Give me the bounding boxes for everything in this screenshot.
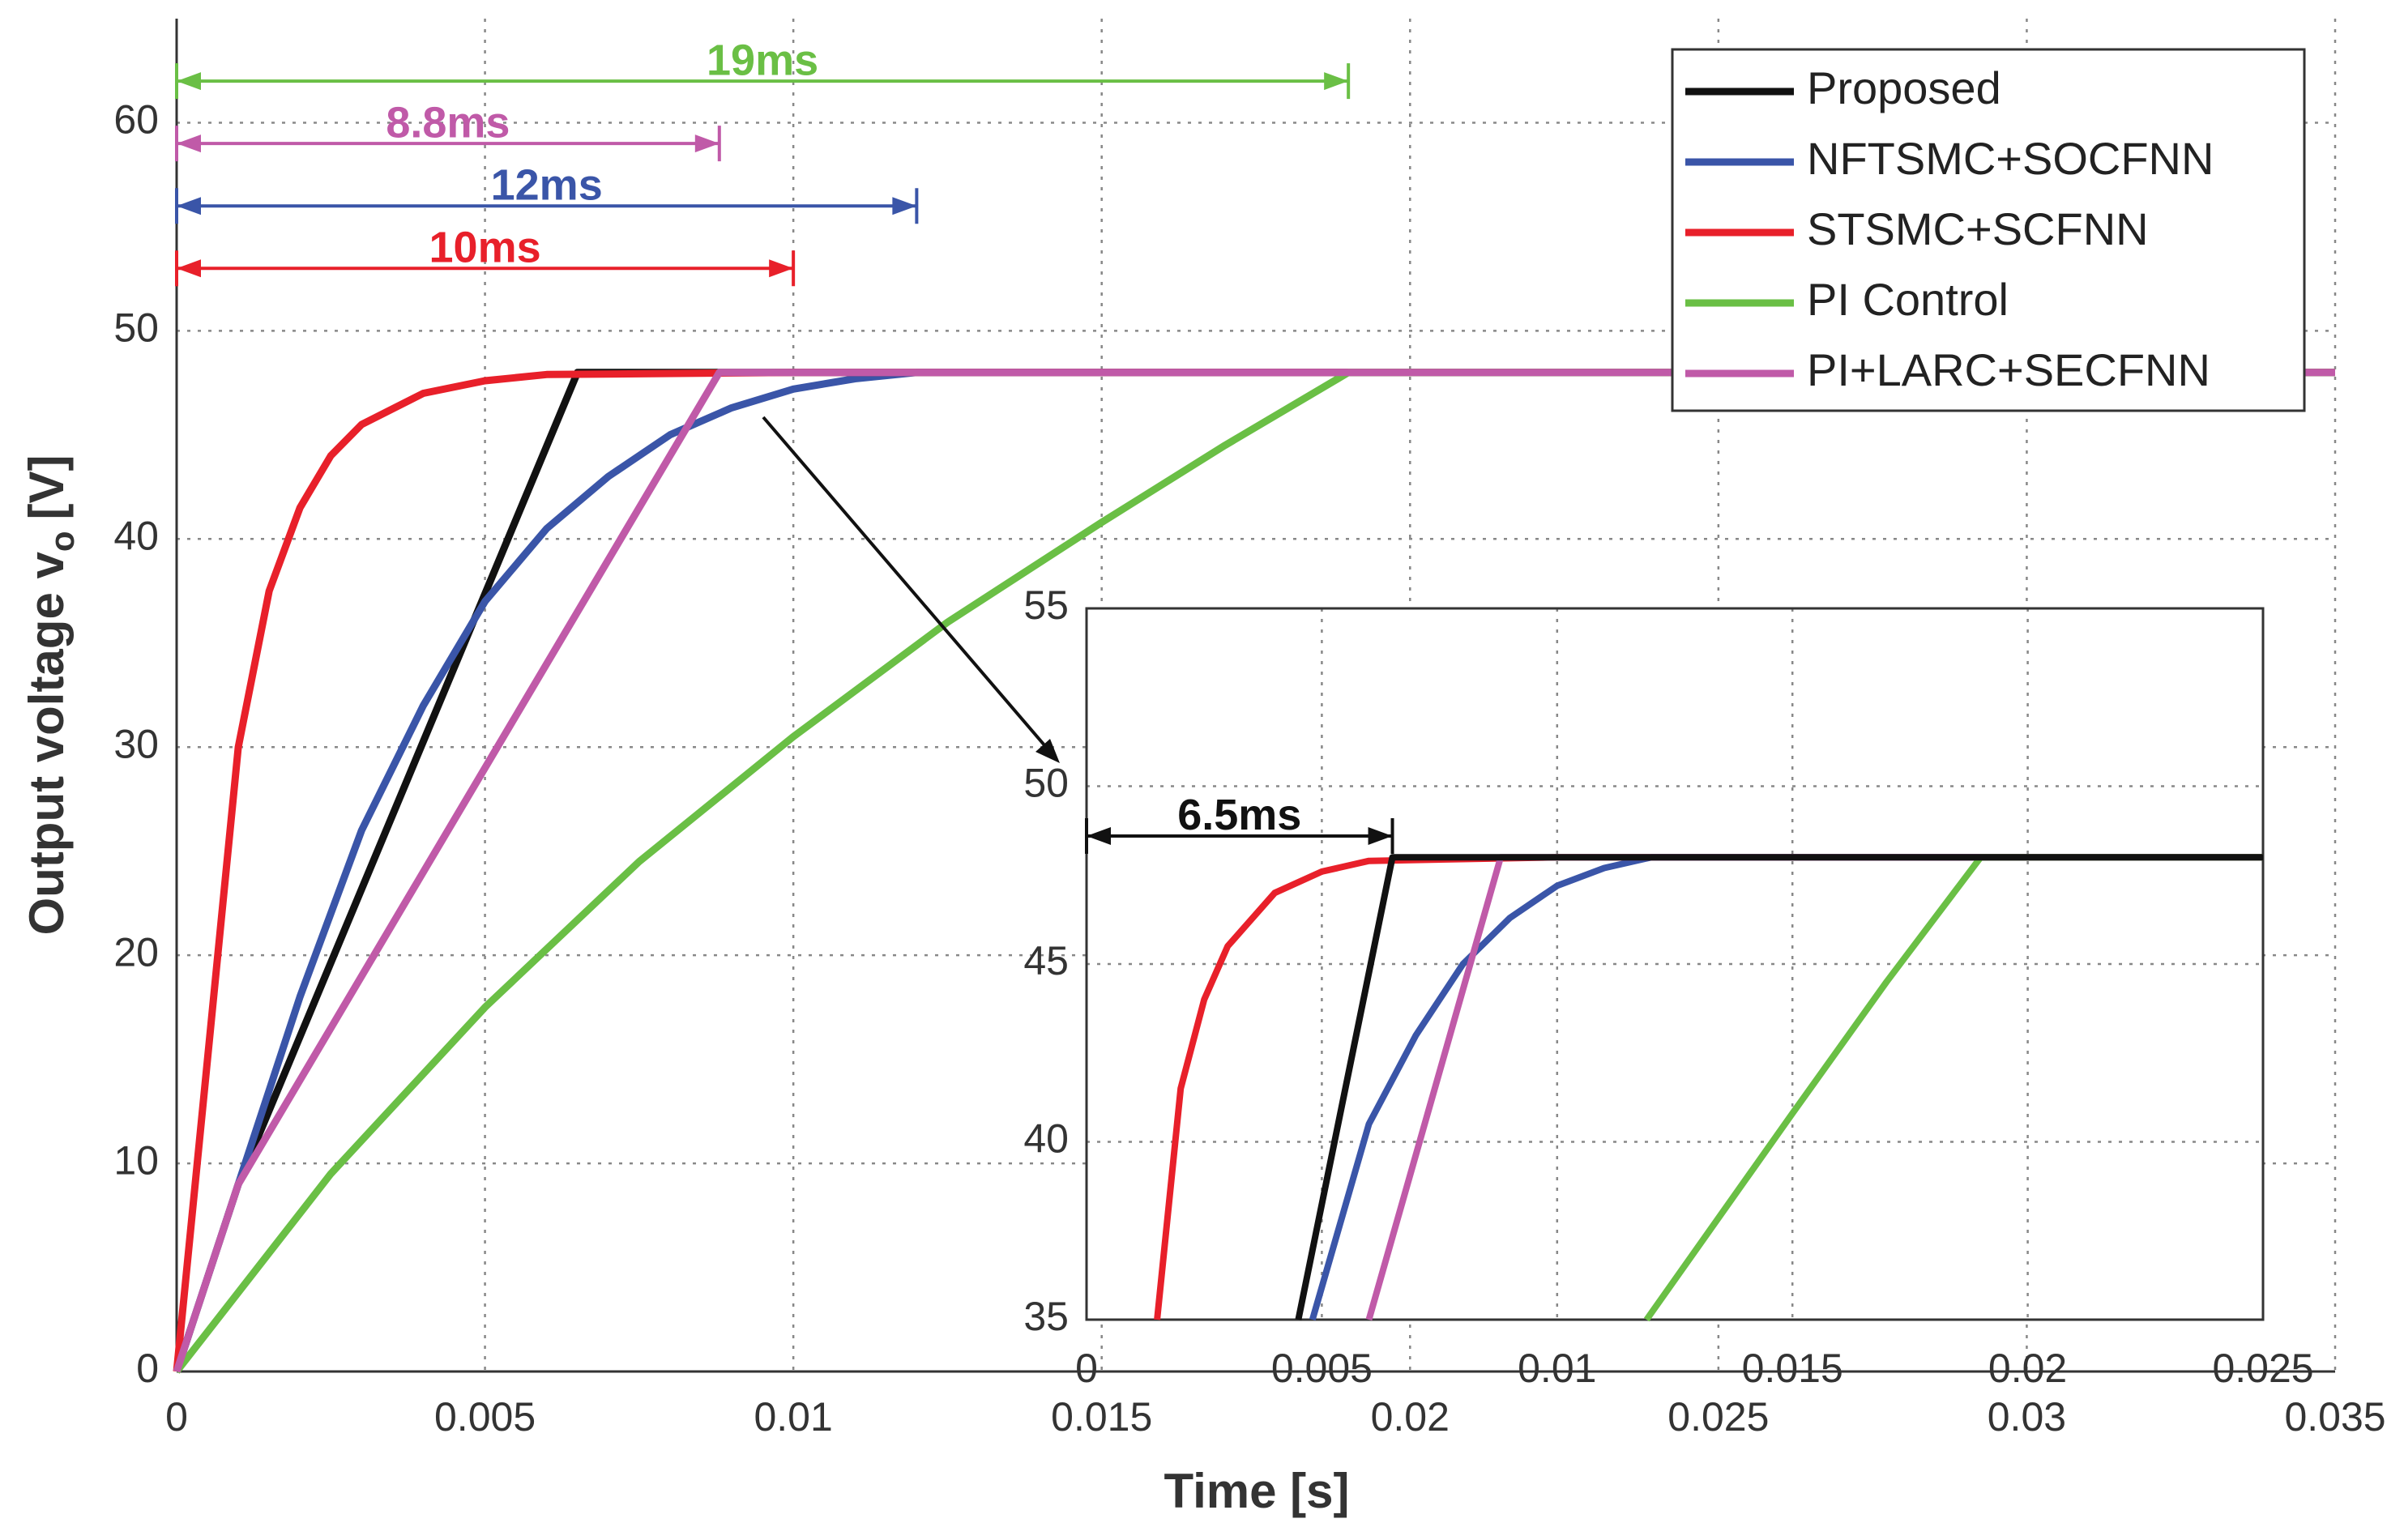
arrow-head: [892, 197, 917, 215]
y-axis-label-main: Output voltage v: [19, 552, 74, 936]
y-tick-label: 30: [113, 721, 159, 766]
annotation-label: 8.8ms: [386, 98, 510, 147]
y-tick-label: 55: [1023, 582, 1069, 628]
x-tick-label: 0.025: [2212, 1346, 2313, 1391]
y-tick-label: 60: [113, 97, 159, 143]
annotation-label: 6.5ms: [1177, 791, 1301, 839]
zoom-arrow-head: [1035, 739, 1060, 763]
y-axis-label-unit: [V]: [19, 455, 74, 520]
annotation-label: 10ms: [429, 224, 541, 272]
legend-label: PI Control: [1807, 274, 2009, 325]
arrow-head: [769, 259, 794, 278]
arrow-head: [177, 134, 201, 153]
y-tick-label: 40: [1023, 1116, 1069, 1162]
y-tick-label: 20: [113, 929, 159, 975]
series-line: [173, 369, 2335, 1374]
arrow-head: [1087, 826, 1111, 845]
x-tick-label: 0.015: [1742, 1346, 1843, 1391]
x-axis-label: Time [s]: [1164, 1464, 1350, 1518]
legend-label: Proposed: [1807, 62, 2001, 113]
series-line: [173, 369, 2335, 1373]
x-tick-label: 0.03: [1988, 1394, 2066, 1440]
series-line: [173, 369, 2335, 1373]
arrow-head: [1368, 826, 1393, 845]
y-tick-label: 35: [1023, 1294, 1069, 1339]
y-axis-label-sub: o: [43, 531, 81, 552]
series-line: [1309, 854, 2263, 1321]
x-tick-label: 0.01: [754, 1394, 832, 1440]
x-tick-label: 0.02: [1988, 1346, 2067, 1391]
series-line: [173, 369, 2335, 1372]
x-tick-label: 0: [1075, 1346, 1098, 1391]
x-tick-label: 0.015: [1051, 1394, 1152, 1440]
x-tick-label: 0.005: [1271, 1346, 1373, 1391]
annotation-label: 12ms: [491, 160, 603, 209]
x-tick-label: 0.035: [2284, 1394, 2385, 1440]
inset-background: [1087, 608, 2263, 1320]
y-tick-label: 0: [136, 1346, 159, 1391]
y-tick-label: 10: [113, 1137, 159, 1183]
series-line: [1295, 854, 2263, 1320]
x-tick-label: 0.02: [1371, 1394, 1450, 1440]
x-tick-label: 0: [165, 1394, 188, 1440]
legend-label: NFTSMC+SOCFNN: [1807, 133, 2214, 184]
y-tick-label: 45: [1023, 938, 1069, 983]
annotation-label: 19ms: [707, 36, 818, 84]
arrow-head: [694, 134, 719, 153]
y-tick-label: 50: [1023, 761, 1069, 806]
arrow-head: [177, 72, 201, 91]
arrow-head: [177, 197, 201, 215]
x-tick-label: 0.01: [1518, 1346, 1596, 1391]
legend-label: STSMC+SCFNN: [1807, 203, 2149, 254]
x-tick-label: 0.005: [434, 1394, 536, 1440]
legend-label: PI+LARC+SECFNN: [1807, 344, 2210, 395]
y-tick-label: 40: [113, 514, 159, 559]
x-tick-label: 0.025: [1667, 1394, 1769, 1440]
arrow-head: [177, 259, 201, 278]
zoom-arrow: [762, 416, 1052, 753]
inset-frame: [1085, 607, 2265, 1321]
y-tick-label: 50: [113, 305, 159, 351]
arrow-head: [1324, 72, 1349, 91]
y-axis-label: Output voltage vo [V]: [19, 455, 81, 936]
